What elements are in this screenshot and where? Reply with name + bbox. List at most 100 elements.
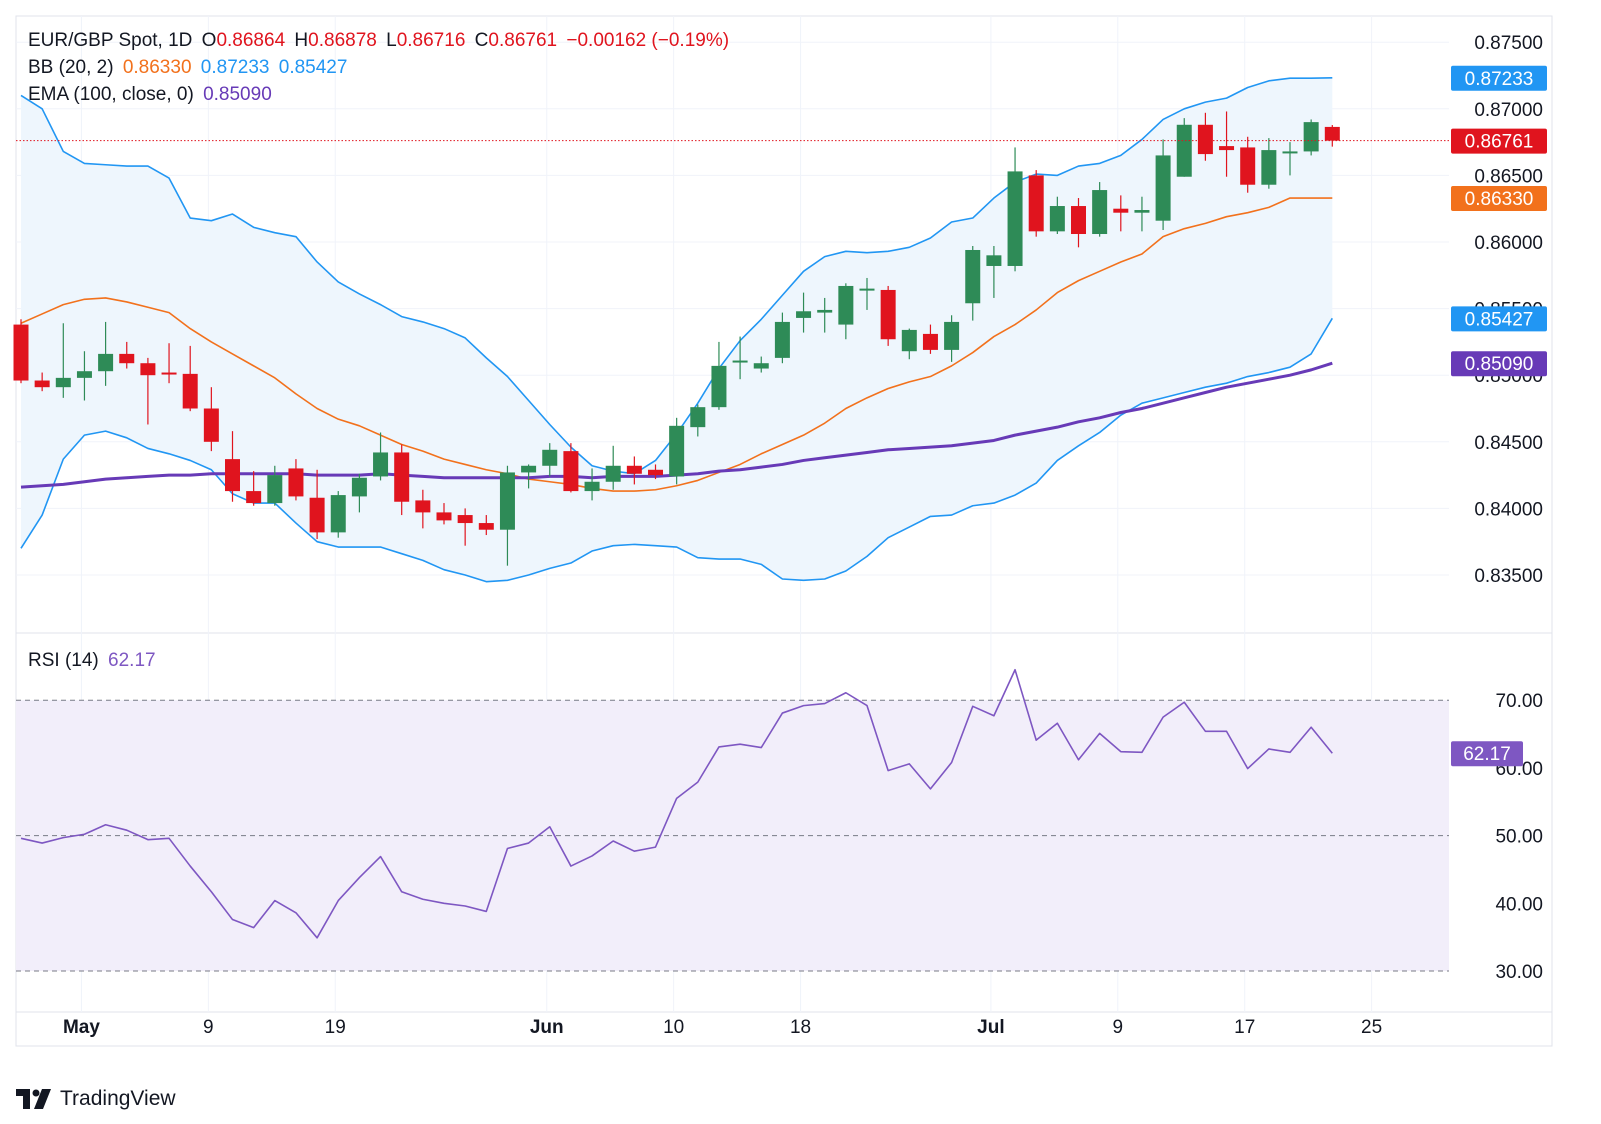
candle-body	[1092, 190, 1108, 235]
price-axis-badge-label: 0.85427	[1465, 309, 1534, 330]
rsi-axis-badge	[1451, 741, 1523, 767]
legend-ema: EMA (100, close, 0) 0.85090	[28, 82, 276, 108]
candle-body	[922, 333, 938, 350]
candle-body	[1155, 155, 1171, 221]
legend-change: −0.00162 (−0.19%)	[566, 30, 730, 51]
candle-body	[817, 309, 833, 313]
price-axis-badge	[1451, 351, 1547, 377]
price-tick-label: 0.87500	[1474, 33, 1543, 54]
price-tick-label: 0.86000	[1474, 233, 1543, 254]
candle-body	[309, 497, 325, 533]
candle-body	[542, 449, 558, 466]
legend-ohlc: EUR/GBP Spot, 1D O0.86864 H0.86878 L0.86…	[28, 28, 733, 54]
candle-body	[965, 249, 981, 304]
candle-body	[55, 377, 71, 388]
candle-body	[1071, 206, 1086, 235]
legend-bb-label: BB (20, 2)	[28, 57, 114, 78]
candle-body	[288, 468, 304, 497]
candle-body	[880, 289, 896, 340]
x-tick-label: 9	[1113, 1017, 1124, 1038]
legend-rsi: RSI (14) 62.17	[28, 648, 160, 674]
legend-rsi-label: RSI (14)	[28, 650, 99, 671]
bb-fill	[21, 77, 1333, 582]
rsi-tick-label: 50.00	[1495, 827, 1543, 848]
candle-body	[1261, 150, 1277, 185]
legend-high: 0.86878	[308, 30, 377, 51]
rsi-tick-label: 30.00	[1495, 962, 1543, 983]
candle-body	[478, 523, 494, 530]
candle-body	[34, 380, 50, 388]
x-tick-label: Jun	[530, 1017, 564, 1038]
candle-body	[1007, 171, 1023, 266]
candle-body	[394, 452, 410, 502]
x-tick-label: Jul	[977, 1017, 1004, 1038]
price-axis-badge-label: 0.86330	[1465, 189, 1534, 210]
price-tick-label: 0.83500	[1474, 566, 1543, 587]
candle-body	[521, 465, 537, 473]
price-axis-badge-label: 0.85090	[1465, 354, 1534, 375]
candle-body	[605, 465, 621, 482]
candle-body	[690, 407, 706, 428]
rsi-tick-label: 40.00	[1495, 894, 1543, 915]
candle-body	[859, 288, 875, 291]
x-tick-label: 25	[1361, 1017, 1382, 1038]
price-axis-badge-label: 0.87233	[1465, 69, 1534, 90]
legend-bb-mid: 0.86330	[122, 57, 192, 78]
candle-body	[753, 363, 769, 369]
legend-c-label: C	[474, 30, 489, 51]
legend-rsi-value: 62.17	[108, 650, 156, 671]
candle-body	[1049, 206, 1065, 232]
legend-bb-lower: 0.85427	[278, 57, 348, 78]
candle-body	[774, 321, 790, 358]
price-axis-badge	[1451, 306, 1547, 332]
legend-h-label: H	[294, 30, 309, 51]
candle-body	[944, 321, 960, 350]
candle-body	[1197, 124, 1213, 155]
legend-open: 0.86864	[216, 30, 286, 51]
candle-body	[1134, 210, 1150, 213]
legend-low: 0.86716	[396, 30, 466, 51]
x-tick-label: 9	[203, 1017, 214, 1038]
rsi-line	[20, 668, 1333, 939]
legend-o-label: O	[201, 30, 217, 51]
legend-ema-value: 0.85090	[203, 84, 272, 105]
candle-body	[415, 500, 431, 513]
candle-body	[626, 465, 642, 474]
price-axis-badge-label: 0.86761	[1465, 132, 1534, 153]
candle-body	[711, 365, 727, 408]
candle-body	[267, 475, 283, 504]
candle-body	[13, 324, 29, 381]
bb-lower-line	[20, 317, 1333, 583]
candle-body	[986, 255, 1002, 266]
candle-body	[76, 371, 92, 378]
legend-symbol: EUR/GBP Spot, 1D	[28, 30, 193, 51]
candle-body	[161, 372, 177, 375]
rsi-tick-label: 70.00	[1495, 691, 1543, 712]
brand-name: TradingView	[60, 1087, 176, 1110]
candle-body	[119, 353, 135, 364]
legend-close: 0.86761	[488, 30, 558, 51]
candle-body	[1113, 208, 1129, 213]
price-tick-label: 0.84000	[1474, 499, 1543, 520]
candle-body	[648, 469, 663, 476]
candle-body	[225, 459, 240, 492]
price-axis-badge	[1451, 128, 1547, 154]
legend-bb: BB (20, 2) 0.86330 0.87233 0.85427	[28, 55, 351, 81]
candle-body	[1240, 147, 1256, 185]
candle-body	[246, 491, 262, 504]
candle-body	[901, 329, 917, 352]
candle-body	[584, 481, 600, 492]
candle-body	[796, 311, 812, 318]
tradingview-logo-icon	[16, 1089, 51, 1109]
candle-body	[499, 472, 515, 530]
candle-body	[563, 451, 579, 492]
candle-body	[838, 285, 854, 325]
x-tick-label: 19	[325, 1017, 346, 1038]
legend-bb-upper: 0.87233	[200, 57, 270, 78]
candle-body	[373, 452, 389, 477]
price-axis-badge	[1451, 186, 1547, 212]
tradingview-logo[interactable]: TradingView	[16, 1087, 176, 1111]
price-tick-label: 0.87000	[1474, 100, 1543, 121]
legend-l-label: L	[386, 30, 397, 51]
